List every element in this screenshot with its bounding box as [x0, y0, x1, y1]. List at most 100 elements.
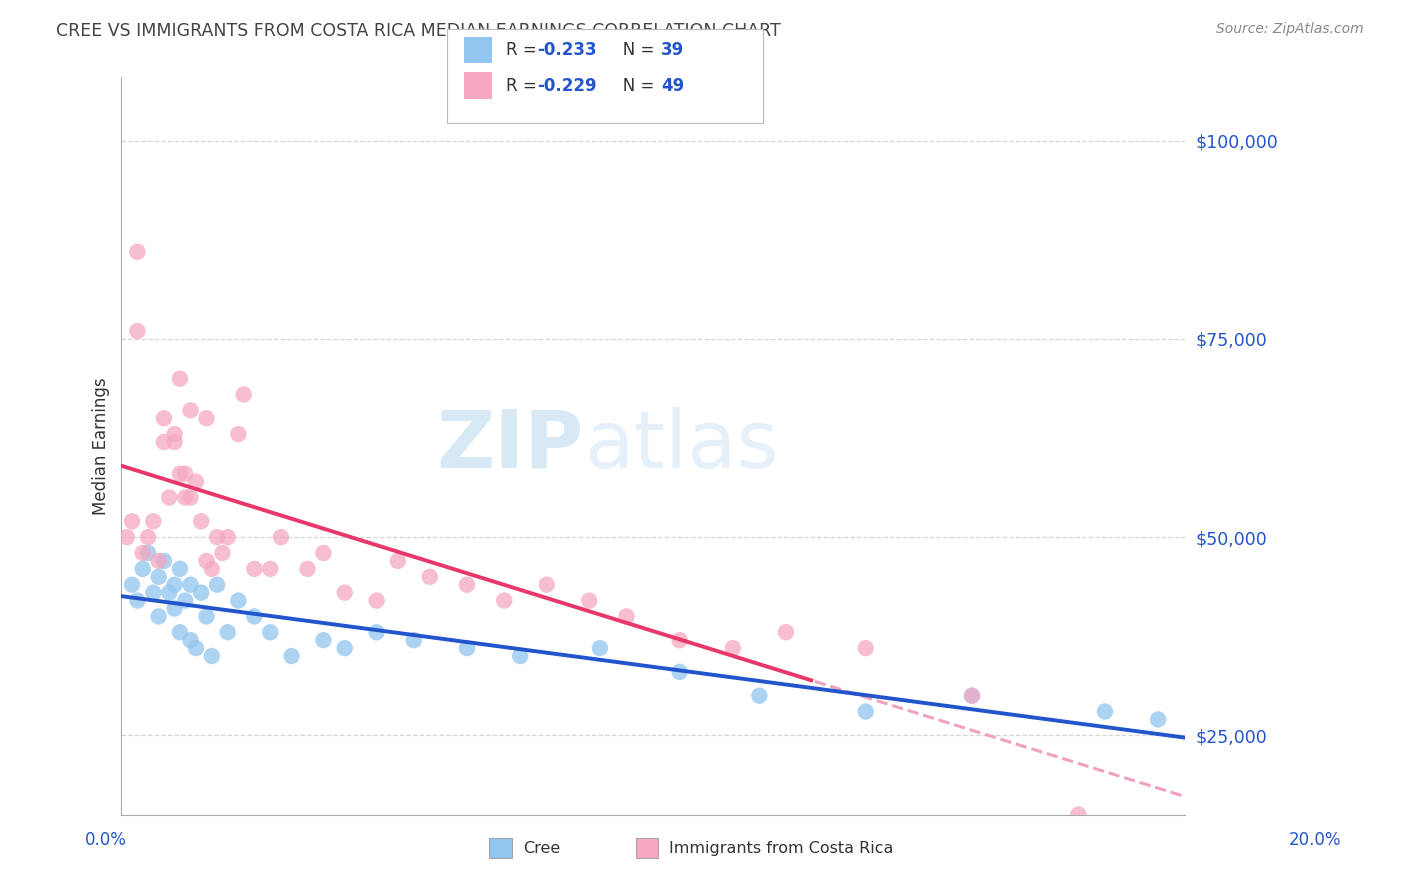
Point: [174, 593, 197, 607]
Point: [115, 530, 138, 544]
Point: [184, 641, 207, 656]
Point: [153, 435, 176, 450]
Point: [131, 562, 153, 576]
Point: [180, 403, 202, 417]
Point: [153, 554, 176, 568]
Text: N =: N =: [607, 41, 659, 59]
Point: [169, 625, 191, 640]
Text: Source: ZipAtlas.com: Source: ZipAtlas.com: [1216, 22, 1364, 37]
Text: -0.229: -0.229: [537, 77, 596, 95]
Text: Cree: Cree: [523, 841, 560, 855]
Point: [721, 641, 744, 656]
Text: -0.233: -0.233: [537, 41, 596, 59]
Text: N =: N =: [607, 77, 659, 95]
Text: atlas: atlas: [583, 407, 779, 485]
Point: [456, 641, 478, 656]
Point: [312, 546, 335, 560]
Point: [157, 585, 180, 599]
Point: [211, 546, 233, 560]
Point: [184, 475, 207, 489]
Point: [127, 324, 149, 338]
Point: [153, 411, 176, 425]
Point: [148, 570, 170, 584]
Point: [217, 625, 239, 640]
Point: [121, 577, 143, 591]
Point: [855, 641, 877, 656]
Point: [259, 625, 281, 640]
Point: [180, 491, 202, 505]
Point: [121, 514, 143, 528]
Point: [142, 585, 165, 599]
Text: CREE VS IMMIGRANTS FROM COSTA RICA MEDIAN EARNINGS CORRELATION CHART: CREE VS IMMIGRANTS FROM COSTA RICA MEDIA…: [56, 22, 780, 40]
Point: [668, 633, 690, 648]
Point: [131, 546, 153, 560]
Text: ZIP: ZIP: [437, 407, 583, 485]
Point: [142, 514, 165, 528]
Point: [195, 609, 218, 624]
Point: [195, 411, 218, 425]
Point: [217, 530, 239, 544]
Point: [228, 593, 250, 607]
Point: [148, 609, 170, 624]
Point: [419, 570, 441, 584]
Point: [195, 554, 218, 568]
Point: [748, 689, 770, 703]
Point: [536, 577, 558, 591]
Point: [456, 577, 478, 591]
Point: [668, 665, 690, 679]
Point: [366, 593, 388, 607]
Point: [1067, 807, 1090, 822]
Point: [136, 546, 159, 560]
Point: [960, 689, 983, 703]
Point: [312, 633, 335, 648]
Point: [333, 641, 356, 656]
Point: [259, 562, 281, 576]
Point: [163, 601, 186, 615]
Text: 20.0%: 20.0%: [1288, 831, 1341, 849]
Point: [163, 427, 186, 442]
Point: [578, 593, 600, 607]
Point: [127, 593, 149, 607]
Point: [174, 491, 197, 505]
Point: [201, 562, 224, 576]
Text: 0.0%: 0.0%: [84, 831, 127, 849]
Point: [589, 641, 612, 656]
Point: [205, 530, 228, 544]
Text: R =: R =: [506, 41, 543, 59]
Text: 49: 49: [661, 77, 685, 95]
Point: [243, 609, 266, 624]
Text: Immigrants from Costa Rica: Immigrants from Costa Rica: [669, 841, 894, 855]
Text: R =: R =: [506, 77, 543, 95]
Point: [1147, 713, 1170, 727]
Point: [163, 577, 186, 591]
Point: [243, 562, 266, 576]
Point: [163, 435, 186, 450]
Point: [169, 371, 191, 385]
Point: [180, 577, 202, 591]
Point: [127, 244, 149, 259]
Point: [270, 530, 292, 544]
Point: [402, 633, 425, 648]
Point: [232, 387, 254, 401]
Point: [855, 705, 877, 719]
Point: [205, 577, 228, 591]
Text: 39: 39: [661, 41, 685, 59]
Point: [960, 689, 983, 703]
Point: [190, 585, 212, 599]
Point: [1094, 705, 1116, 719]
Point: [297, 562, 319, 576]
Point: [366, 625, 388, 640]
Point: [228, 427, 250, 442]
Point: [280, 648, 302, 663]
Point: [136, 530, 159, 544]
Point: [387, 554, 409, 568]
Point: [169, 467, 191, 481]
Point: [148, 554, 170, 568]
Point: [174, 467, 197, 481]
Y-axis label: Median Earnings: Median Earnings: [93, 377, 110, 515]
Point: [616, 609, 638, 624]
Point: [494, 593, 516, 607]
Point: [201, 648, 224, 663]
Point: [333, 585, 356, 599]
Point: [157, 491, 180, 505]
